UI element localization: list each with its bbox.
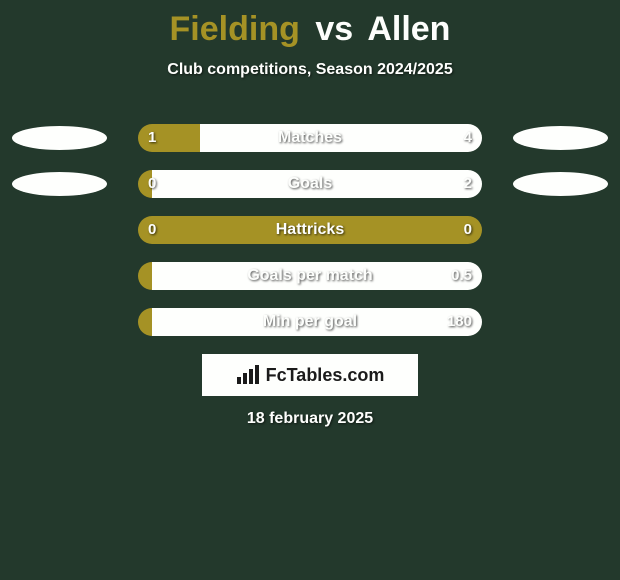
comparison-card: Fielding vs Allen Club competitions, Sea… <box>0 0 620 580</box>
stat-bar: 0.5Goals per match <box>138 262 482 290</box>
stat-row: 14Matches <box>0 124 620 152</box>
brand-text: FcTables.com <box>266 365 385 386</box>
player1-name: Fielding <box>170 10 300 48</box>
stat-bar: 02Goals <box>138 170 482 198</box>
stat-rows: 14Matches 02Goals 00Hattricks 0.5Goals per … <box>0 124 620 354</box>
footer-date: 18 february 2025 <box>0 410 620 428</box>
stat-row: 180Min per goal <box>0 308 620 336</box>
stat-row: 0.5Goals per match <box>0 262 620 290</box>
bars-icon <box>236 365 260 385</box>
stat-label: Min per goal <box>138 308 482 336</box>
stat-row: 02Goals <box>0 170 620 198</box>
stat-label: Hattricks <box>138 216 482 244</box>
stat-label: Goals per match <box>138 262 482 290</box>
stat-bar: 00Hattricks <box>138 216 482 244</box>
vs-separator: vs <box>315 10 353 48</box>
title: Fielding vs Allen <box>0 0 620 49</box>
player2-name: Allen <box>367 10 450 48</box>
stat-row: 00Hattricks <box>0 216 620 244</box>
subtitle: Club competitions, Season 2024/2025 <box>0 61 620 79</box>
stat-label: Matches <box>138 124 482 152</box>
team-badge-right <box>513 126 608 150</box>
stat-bar: 14Matches <box>138 124 482 152</box>
stat-bar: 180Min per goal <box>138 308 482 336</box>
stat-label: Goals <box>138 170 482 198</box>
team-badge-left <box>12 172 107 196</box>
brand-badge: FcTables.com <box>202 354 418 396</box>
team-badge-left <box>12 126 107 150</box>
team-badge-right <box>513 172 608 196</box>
